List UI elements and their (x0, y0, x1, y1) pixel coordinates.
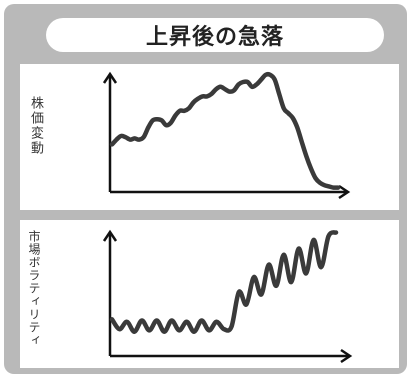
volatility-panel: 市場ボラティリティ (20, 220, 399, 368)
stock-price-chart (102, 71, 351, 200)
diagram-frame: 上昇後の急落 株価変動 市場ボラティリティ (4, 4, 407, 374)
volatility-chart (102, 229, 353, 364)
volatility-series-line (109, 230, 339, 334)
volatility-y-axis-arrow (102, 229, 118, 242)
stock-price-x-axis-arrow (338, 184, 351, 200)
stock-price-panel: 株価変動 (20, 64, 399, 210)
volatility-axis-label: 市場ボラティリティ (27, 230, 41, 347)
stock-price-y-axis-arrow (102, 71, 118, 84)
stock-price-axis-label: 株価変動 (28, 96, 43, 156)
title-banner: 上昇後の急落 (46, 18, 384, 52)
volatility-x-axis-arrow (340, 348, 353, 364)
diagram-title: 上昇後の急落 (145, 25, 284, 50)
stock-price-series-line (109, 71, 341, 190)
